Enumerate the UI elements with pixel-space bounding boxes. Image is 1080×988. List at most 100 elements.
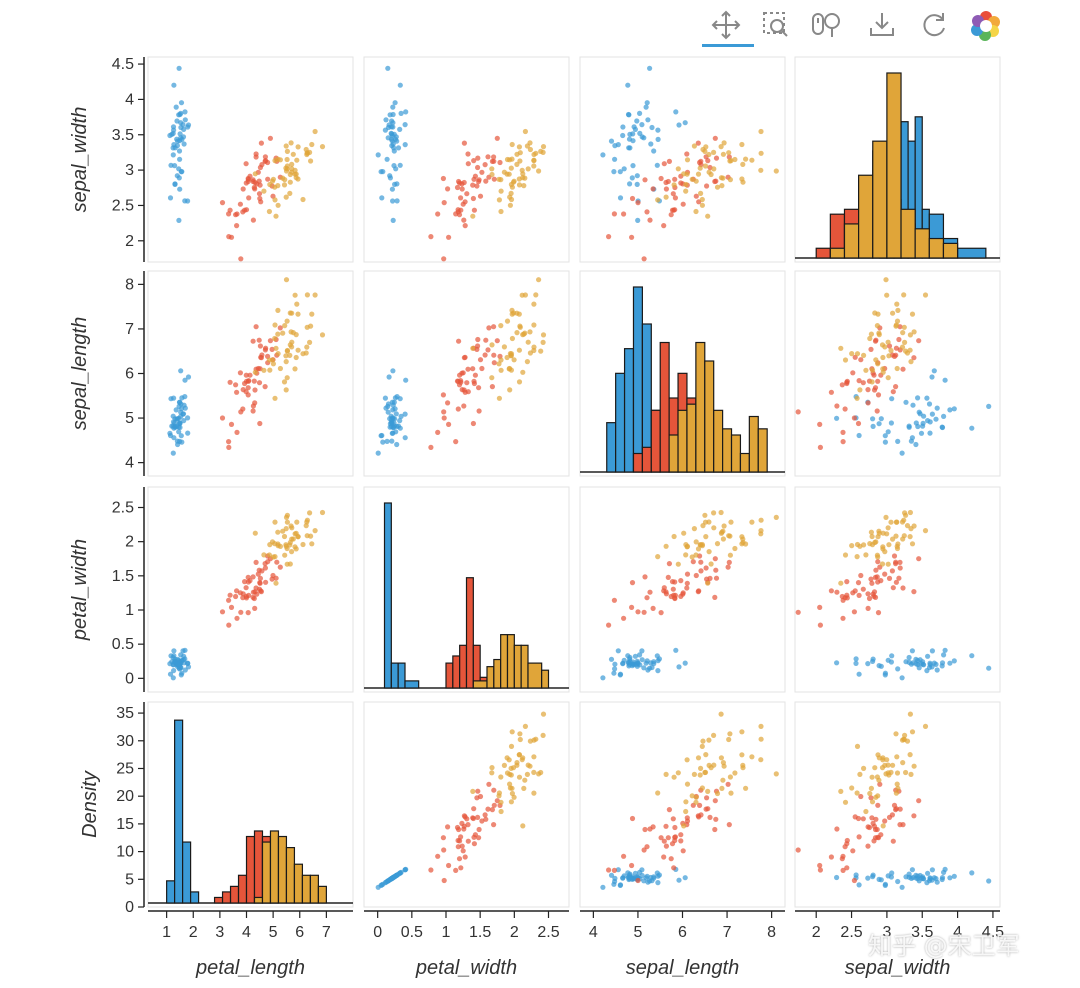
data-point bbox=[234, 429, 240, 435]
data-point bbox=[711, 510, 717, 516]
data-point bbox=[527, 146, 534, 153]
data-point bbox=[476, 408, 482, 414]
data-point bbox=[893, 322, 900, 328]
data-point bbox=[882, 433, 888, 439]
data-point bbox=[527, 763, 533, 769]
data-point bbox=[909, 867, 916, 873]
data-point bbox=[880, 354, 886, 361]
data-point bbox=[851, 415, 858, 421]
data-point bbox=[721, 763, 727, 769]
data-point bbox=[840, 439, 846, 445]
data-point bbox=[712, 556, 718, 562]
data-point bbox=[817, 622, 824, 628]
data-point bbox=[389, 399, 395, 405]
data-point bbox=[868, 529, 875, 535]
x-tick-label: 2.5 bbox=[840, 924, 862, 941]
data-point bbox=[865, 661, 871, 667]
data-point bbox=[227, 592, 233, 598]
data-point bbox=[517, 731, 523, 737]
data-point bbox=[699, 196, 705, 203]
data-point bbox=[176, 429, 182, 435]
data-point bbox=[621, 166, 627, 172]
data-point bbox=[869, 533, 875, 540]
data-point bbox=[247, 173, 253, 179]
data-point bbox=[870, 423, 876, 429]
panel-petal_width-vs-petal_width bbox=[363, 486, 570, 693]
data-point bbox=[295, 347, 301, 353]
data-point bbox=[663, 179, 669, 186]
data-point bbox=[293, 332, 299, 338]
bokeh-logo[interactable] bbox=[968, 8, 1004, 42]
data-point bbox=[867, 541, 873, 547]
data-point bbox=[267, 367, 273, 373]
data-point bbox=[655, 668, 661, 674]
data-point bbox=[394, 198, 400, 204]
y-tick-label: 1 bbox=[125, 602, 134, 619]
data-point bbox=[489, 166, 495, 172]
data-point bbox=[840, 853, 846, 859]
data-point bbox=[267, 181, 273, 188]
data-point bbox=[275, 183, 281, 189]
data-point bbox=[867, 790, 873, 797]
data-point bbox=[712, 826, 718, 833]
data-point bbox=[908, 526, 914, 532]
data-point bbox=[637, 869, 643, 876]
wheel-zoom-tool[interactable] bbox=[808, 8, 844, 42]
data-point bbox=[181, 141, 187, 147]
data-point bbox=[665, 835, 671, 841]
save-tool[interactable] bbox=[864, 8, 900, 42]
data-point bbox=[697, 802, 703, 809]
data-point bbox=[606, 622, 612, 628]
data-point bbox=[743, 541, 749, 547]
data-point bbox=[390, 217, 396, 223]
data-point bbox=[719, 785, 725, 792]
pan-tool[interactable] bbox=[708, 8, 744, 42]
y-tick-label: 6 bbox=[125, 366, 134, 383]
data-point bbox=[857, 543, 863, 549]
data-point bbox=[893, 790, 900, 796]
histogram-bar bbox=[506, 634, 515, 689]
panel-sepal_length-vs-sepal_width bbox=[794, 270, 1001, 477]
data-point bbox=[713, 567, 719, 573]
data-point bbox=[895, 666, 901, 672]
watermark: 知乎 @宋卫军 bbox=[868, 932, 1020, 960]
reset-tool[interactable] bbox=[916, 8, 952, 42]
data-point bbox=[491, 360, 497, 366]
data-point bbox=[516, 752, 522, 758]
data-point bbox=[292, 544, 298, 550]
box-zoom-tool[interactable] bbox=[758, 8, 794, 42]
data-point bbox=[489, 765, 495, 771]
data-point bbox=[485, 806, 491, 812]
data-point bbox=[179, 670, 185, 676]
data-point bbox=[627, 654, 633, 661]
data-point bbox=[758, 517, 764, 523]
data-point bbox=[895, 785, 901, 791]
data-point bbox=[458, 195, 464, 201]
data-point bbox=[471, 207, 477, 213]
data-point bbox=[909, 541, 916, 547]
data-point bbox=[258, 140, 264, 146]
data-point bbox=[707, 814, 713, 821]
data-point bbox=[288, 140, 294, 146]
data-point bbox=[668, 212, 674, 218]
data-point bbox=[509, 335, 515, 342]
data-point bbox=[293, 175, 299, 181]
data-point bbox=[516, 347, 523, 353]
y-tick-label: 2.5 bbox=[112, 197, 134, 214]
data-point bbox=[860, 380, 866, 386]
data-point bbox=[893, 384, 899, 390]
data-point bbox=[233, 382, 239, 388]
data-point bbox=[913, 441, 919, 448]
data-point bbox=[712, 594, 718, 601]
data-point bbox=[691, 771, 698, 778]
panel-sepal_width-vs-petal_length bbox=[147, 56, 354, 263]
x-tick-label: 8 bbox=[767, 924, 776, 941]
data-point bbox=[397, 126, 403, 132]
data-point bbox=[903, 769, 909, 776]
data-point bbox=[392, 136, 398, 142]
data-point bbox=[179, 136, 185, 142]
data-point bbox=[387, 112, 393, 118]
data-point bbox=[740, 161, 746, 167]
data-point bbox=[894, 770, 901, 776]
